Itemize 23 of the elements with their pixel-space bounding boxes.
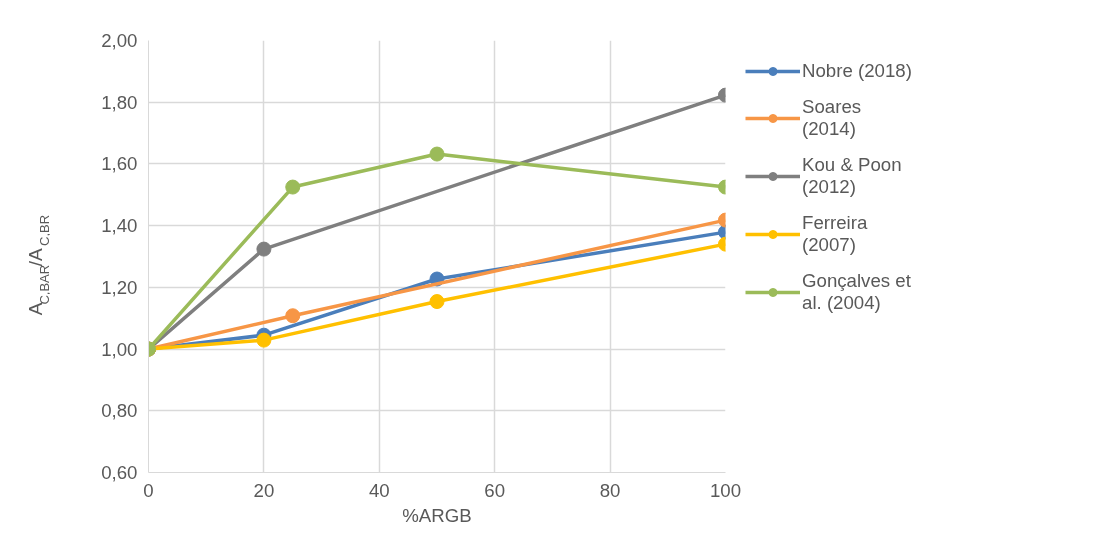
y-tick-label: 1,80 <box>101 91 138 113</box>
point <box>256 332 272 348</box>
legend-label: Ferreira (2007) <box>802 212 868 256</box>
y-tick-label: 2,00 <box>101 30 138 51</box>
y-tick-label: 1,00 <box>101 338 138 360</box>
legend-label: Kou & Poon (2012) <box>802 154 902 198</box>
y-axis-title: AC,BAR/AC,BR <box>24 214 52 316</box>
legend-label: Gonçalves et al. (2004) <box>802 270 911 314</box>
y-tick-label: 1,60 <box>101 153 138 175</box>
x-tick-label: 0 <box>143 479 154 501</box>
y-tick-label: 0,80 <box>101 400 138 422</box>
y-tick-label: 1,20 <box>101 276 138 298</box>
y-tick-label: 1,40 <box>101 215 138 237</box>
x-tick-label: 40 <box>368 479 390 501</box>
x-axis-title: %ARGB <box>402 504 472 526</box>
legend-label: Soares (2014) <box>802 96 862 140</box>
point <box>429 294 445 310</box>
x-tick-label: 20 <box>253 479 275 501</box>
legend-label: Nobre (2018) <box>802 60 912 82</box>
y-tick-label: 0,60 <box>101 462 138 483</box>
x-tick-label: 80 <box>599 479 621 501</box>
x-tick-label: 60 <box>484 479 506 501</box>
x-tick-label: 100 <box>709 479 742 501</box>
